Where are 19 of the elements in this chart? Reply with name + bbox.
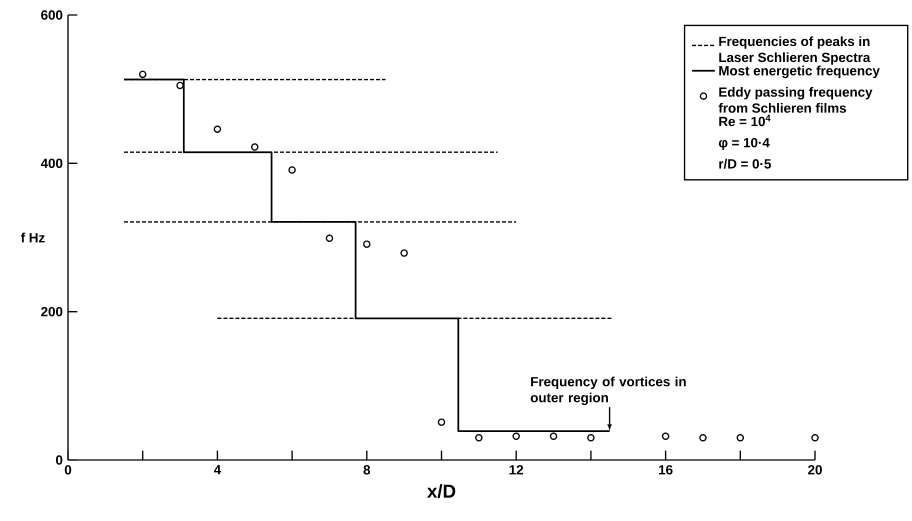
x-tick-label: 8: [364, 465, 370, 475]
x-axis-title: x/D: [427, 484, 456, 498]
legend-label: Frequencies of peaks in Laser Schlieren Spectra: [719, 36, 870, 65]
y-tick-label: 0: [56, 455, 62, 465]
y-axis-title: f Hz: [20, 232, 45, 242]
y-tick-label: 600: [41, 10, 62, 20]
annotation: r/D = 0·5: [719, 158, 771, 169]
annotation: Re = 10$^{4}$: [719, 114, 771, 126]
x-tick-label: 12: [510, 465, 524, 474]
x-tick-label: 20: [808, 465, 822, 475]
y-tick-label: 400: [40, 158, 62, 168]
legend-label: Most energetic frequency: [719, 66, 880, 78]
y-tick-label: 200: [41, 306, 62, 316]
x-tick-label: 0: [64, 465, 72, 475]
x-tick-label: 4: [214, 465, 222, 474]
annotation: Frequency of vortices in outer region: [530, 376, 686, 406]
annotation: φ = 10·4: [718, 138, 770, 150]
legend-label: Eddy passing frequency from Schlieren films: [718, 87, 872, 113]
x-tick-label: 16: [659, 465, 673, 475]
